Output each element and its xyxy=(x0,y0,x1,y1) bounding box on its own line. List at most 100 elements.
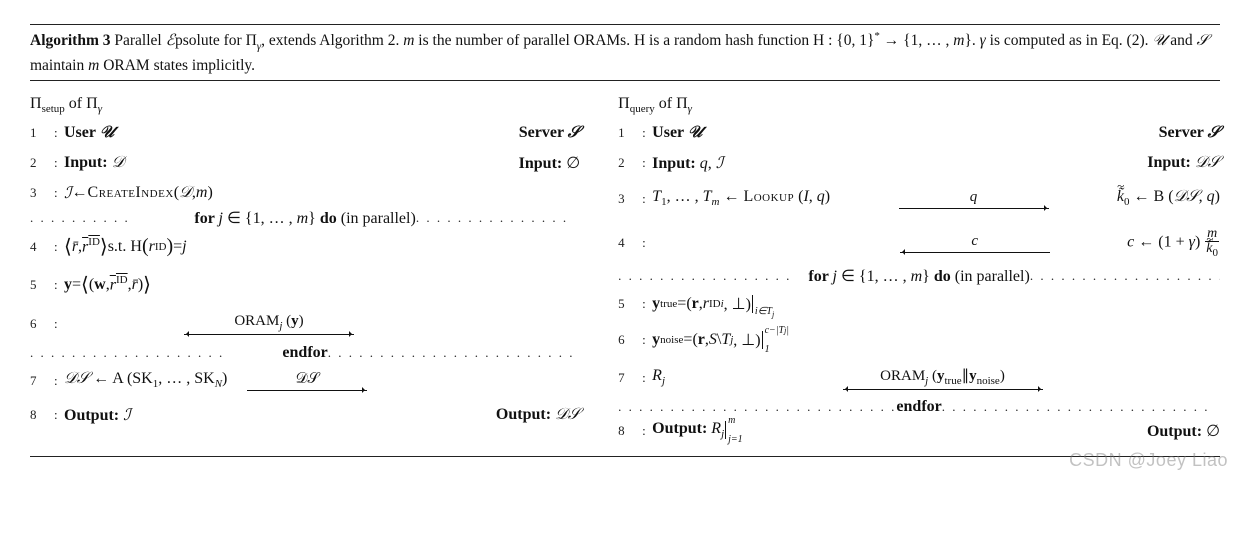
q1a: User xyxy=(652,124,688,141)
sef: endfor xyxy=(282,344,327,361)
sh0: Π xyxy=(30,95,42,112)
q-arrow: q xyxy=(840,189,1107,209)
t4: , extends Algorithm 2. xyxy=(261,32,403,49)
setup-endfor: . . . . . . . . . . . . . . . . . . . en… xyxy=(30,344,580,362)
s8c: Output: xyxy=(496,406,555,423)
q3p: ← B ( xyxy=(1130,188,1174,205)
s3h: ) xyxy=(207,184,212,202)
q3g: Lookup xyxy=(743,188,794,205)
q8a: Output: xyxy=(652,420,711,437)
sfe: } xyxy=(308,210,320,227)
q7a: R xyxy=(652,367,662,384)
setup-for: . . . . . . . . . . for j ∈ {1, … , m} d… xyxy=(30,208,580,228)
setup-l8: 8: Output: ℐ Output: 𝒟𝒮 xyxy=(30,400,580,430)
q8e: m xyxy=(728,415,735,426)
q4c: ← (1 + xyxy=(1134,233,1188,250)
header-rule xyxy=(30,80,1220,81)
qef: endfor xyxy=(896,398,941,415)
qh0: Π xyxy=(618,95,630,112)
s3c: CreateIndex xyxy=(88,184,174,202)
q8b: R xyxy=(711,420,721,437)
qh3: γ xyxy=(688,104,692,116)
setup-heading: Πsetup of Πγ xyxy=(30,95,580,115)
s6a: ORAM xyxy=(234,313,279,329)
q7j: noise xyxy=(977,375,1000,387)
qfe: } xyxy=(922,268,934,285)
q5e: r xyxy=(692,295,699,313)
q8d: j=1 xyxy=(728,434,743,445)
qh2: of Π xyxy=(655,95,688,112)
s3e: 𝒟 xyxy=(179,184,192,202)
q3q: 𝒟𝒮 xyxy=(1174,188,1199,205)
s2b: 𝒟 xyxy=(112,154,125,171)
algorithm-header: Algorithm 3 Parallel ℰpsolute for Πγ, ex… xyxy=(30,29,1220,76)
q4h: 0 xyxy=(1213,246,1219,258)
t5: m xyxy=(403,32,414,49)
query-l6: 6: ynoise = (r, S \ Tj, ⊥)1c−|Tj| xyxy=(618,322,1220,358)
query-l4: 4: c c ← (1 + γ) mk̃0 xyxy=(618,220,1220,266)
q6a: y xyxy=(652,331,660,349)
s5h: ID xyxy=(116,274,128,286)
t2: psolute for Π xyxy=(175,32,257,49)
s5e: w xyxy=(94,276,106,294)
query-column: Πquery of Πγ 1: User 𝒰 Server 𝒮 2: Input… xyxy=(618,89,1220,445)
sh1: setup xyxy=(42,104,65,116)
query-l3: 3: T1, … , Tm ← Lookup (I, q) q k̃0 ← B … xyxy=(618,178,1220,220)
setup-column: Πsetup of Πγ 1: User 𝒰 Server 𝒮 2: Input… xyxy=(30,89,580,445)
t17: m xyxy=(88,57,99,74)
s1b: 𝒰 xyxy=(100,124,114,141)
t16: maintain xyxy=(30,57,88,74)
qfc: ∈ {1, … , xyxy=(837,268,911,285)
s4k: ) xyxy=(166,235,173,258)
s7a: 𝒟𝒮 xyxy=(64,370,89,387)
q5h: ID xyxy=(709,298,721,310)
q7g: true xyxy=(944,375,961,387)
s3a: ℐ xyxy=(64,183,72,203)
query-heading: Πquery of Πγ xyxy=(618,95,1220,115)
q6b: noise xyxy=(660,334,683,346)
q2a: Input: xyxy=(652,155,700,172)
q5k: i∈T xyxy=(755,306,772,317)
t12: is computed as in Eq. (2). xyxy=(986,32,1153,49)
s7f: ) xyxy=(222,370,227,387)
q6e: r xyxy=(698,331,705,349)
setup-l6: 6: ORAMj (y) xyxy=(30,304,580,344)
q5c: = xyxy=(677,295,686,313)
q5b: true xyxy=(660,298,677,310)
t14: and xyxy=(1166,32,1196,49)
q3a: T xyxy=(652,188,661,205)
columns: Πsetup of Πγ 1: User 𝒰 Server 𝒮 2: Input… xyxy=(30,89,1220,445)
t10: }. xyxy=(964,32,979,49)
q2b: q xyxy=(700,155,708,172)
q3m: q xyxy=(970,189,978,206)
t0: Parallel xyxy=(114,32,165,49)
s7e: N xyxy=(215,379,222,391)
s6d: y xyxy=(291,313,299,329)
q1d: 𝒮 xyxy=(1208,124,1220,141)
q4a: c xyxy=(971,233,978,250)
s6c: ( xyxy=(282,313,291,329)
t18: ORAM states implicitly. xyxy=(99,57,255,74)
s8d: 𝒟𝒮 xyxy=(555,406,580,423)
sh3: γ xyxy=(98,104,102,116)
s4m: j xyxy=(182,238,186,256)
query-for: . . . . . . . . . . . . . . . . . for j … xyxy=(618,266,1220,286)
s4g: s.t. H xyxy=(108,238,142,256)
t1: ℰ xyxy=(166,32,175,49)
top-rule xyxy=(30,24,1220,25)
s7b: ← A (SK xyxy=(89,370,153,387)
setup-l1: 1: User 𝒰 Server 𝒮 xyxy=(30,118,580,148)
q3f: ← xyxy=(719,188,743,205)
setup-l2: 2: Input: 𝒟 Input: ∅ xyxy=(30,148,580,178)
q8g: ∅ xyxy=(1206,423,1220,440)
q5j: , ⊥) xyxy=(724,294,751,314)
q6o: | xyxy=(786,325,789,336)
t8: → {1, … , xyxy=(880,32,953,49)
s5a: y xyxy=(64,276,72,294)
q6k: , ⊥) xyxy=(733,330,760,350)
qfd: m xyxy=(911,268,923,285)
q6c: = xyxy=(683,331,692,349)
s5b: = xyxy=(72,276,81,294)
sfa: for xyxy=(194,210,218,227)
q3j: , xyxy=(809,188,817,205)
